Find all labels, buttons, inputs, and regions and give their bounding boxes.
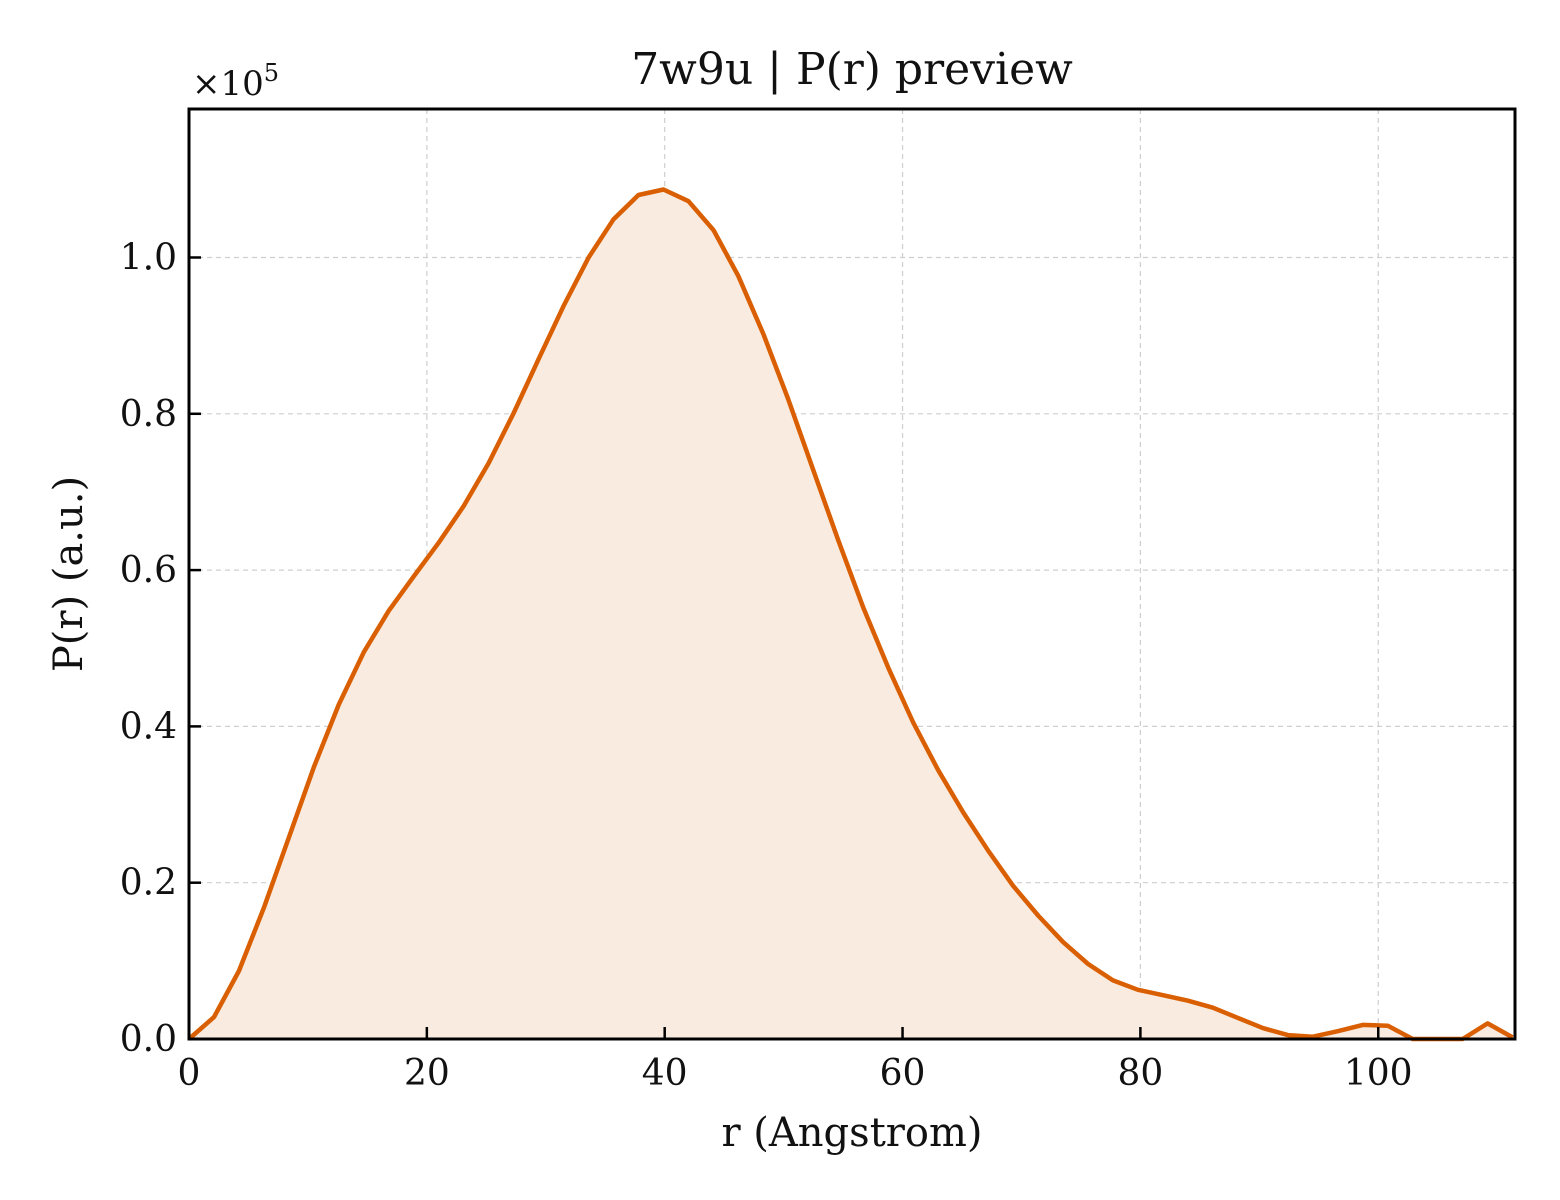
x-tick-labels: 0 20 40 60 80 100 [178, 1053, 1413, 1094]
axis-ticks [187, 256, 1380, 1041]
x-tick-label: 40 [642, 1053, 688, 1094]
y-tick-labels: 0.0 0.2 0.4 0.6 0.8 1.0 [120, 237, 177, 1060]
x-tick-label: 60 [880, 1053, 926, 1094]
y-axis-label: P(r) (a.u.) [46, 476, 92, 672]
y-multiplier-exponent: 5 [264, 59, 279, 87]
chart-title: 7w9u | P(r) preview [631, 44, 1073, 95]
pr-series-line [187, 187, 1514, 1042]
x-tick-label: 80 [1117, 1053, 1163, 1094]
y-tick-label: 0.4 [120, 706, 177, 747]
x-tick-label: 100 [1344, 1053, 1413, 1094]
y-axis-multiplier: ×105 [192, 59, 279, 104]
x-tick-label: 0 [178, 1053, 201, 1094]
y-tick-label: 1.0 [120, 237, 177, 278]
x-axis-label: r (Angstrom) [721, 1110, 982, 1156]
y-tick-label: 0.8 [120, 394, 177, 435]
x-tick-label: 20 [404, 1053, 450, 1094]
y-tick-label: 0.6 [120, 550, 177, 591]
y-multiplier-base: ×10 [192, 64, 264, 104]
y-tick-label: 0.0 [120, 1019, 177, 1060]
plot-frame [187, 107, 1517, 1041]
y-tick-label: 0.2 [120, 863, 177, 904]
